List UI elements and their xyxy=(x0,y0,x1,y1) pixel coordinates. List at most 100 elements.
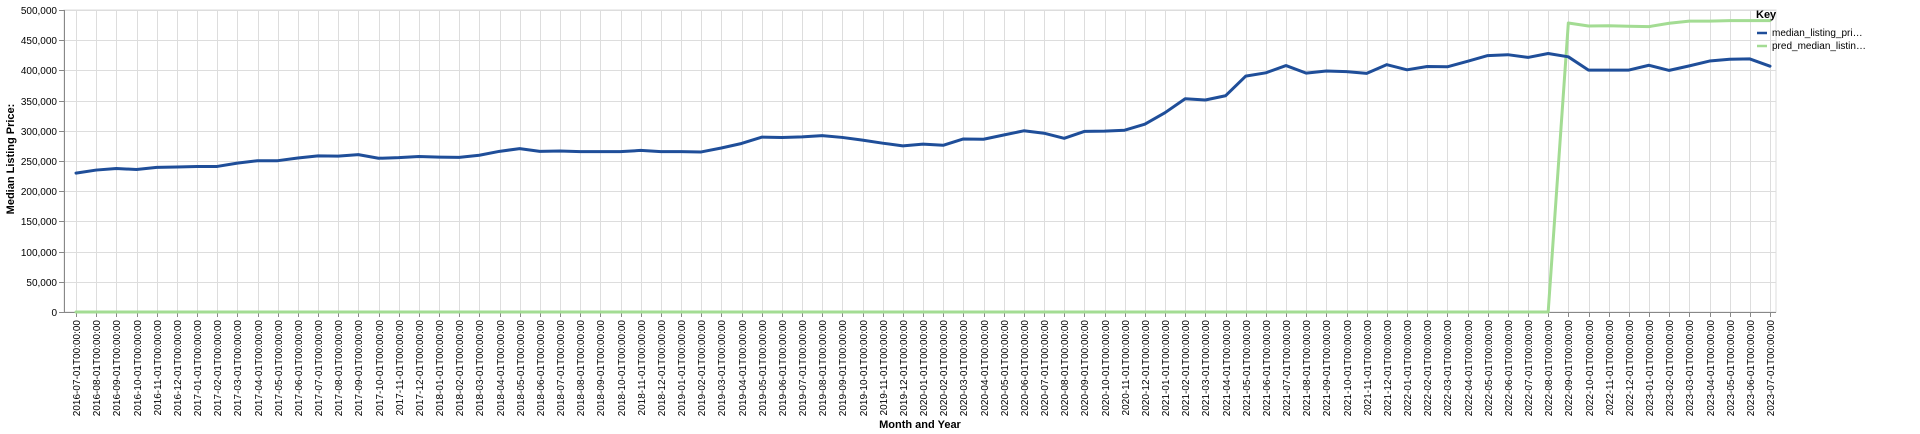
x-tick-label: 2020-08-01T00:00:00 xyxy=(1060,320,1071,417)
x-tick-label: 2019-08-01T00:00:00 xyxy=(818,320,829,417)
legend-label-median: median_listing_pri… xyxy=(1772,28,1863,39)
x-tick-label: 2017-06-01T00:00:00 xyxy=(294,320,305,417)
x-tick-label: 2020-04-01T00:00:00 xyxy=(980,320,991,417)
x-tick-label: 2021-02-01T00:00:00 xyxy=(1181,320,1192,417)
x-tick-label: 2022-11-01T00:00:00 xyxy=(1605,320,1616,416)
x-tick-label: 2020-06-01T00:00:00 xyxy=(1020,320,1031,417)
y-tick-label: 350,000 xyxy=(21,97,58,108)
x-tick-label: 2018-10-01T00:00:00 xyxy=(617,320,628,417)
x-tick-label: 2021-07-01T00:00:00 xyxy=(1282,320,1293,417)
x-tick-label: 2022-05-01T00:00:00 xyxy=(1484,320,1495,417)
x-tick-label: 2018-06-01T00:00:00 xyxy=(536,320,547,417)
legend-item-pred: pred_median_listin… xyxy=(1757,41,1866,52)
x-tick-label: 2019-03-01T00:00:00 xyxy=(717,320,728,417)
x-tick-label: 2016-07-01T00:00:00 xyxy=(72,320,83,417)
x-tick-label: 2017-08-01T00:00:00 xyxy=(334,320,345,417)
x-tick-label: 2017-11-01T00:00:00 xyxy=(395,320,406,416)
x-tick-label: 2017-02-01T00:00:00 xyxy=(213,320,224,417)
legend-item-median: median_listing_pri… xyxy=(1757,28,1863,39)
x-tick-label: 2019-07-01T00:00:00 xyxy=(798,320,809,417)
x-tick-label: 2017-01-01T00:00:00 xyxy=(193,320,204,417)
x-tick-label: 2022-09-01T00:00:00 xyxy=(1564,320,1575,417)
x-axis: 2016-07-01T00:00:00 2016-08-01T00:00:00 20… xyxy=(64,312,1777,416)
x-tick-label: 2020-01-01T00:00:00 xyxy=(919,320,930,417)
x-tick-label: 2017-07-01T00:00:00 xyxy=(314,320,325,417)
x-tick-label: 2019-02-01T00:00:00 xyxy=(697,320,708,417)
legend-label-pred: pred_median_listin… xyxy=(1772,41,1866,52)
x-tick-label: 2022-02-01T00:00:00 xyxy=(1423,320,1434,417)
x-tick-label: 2019-10-01T00:00:00 xyxy=(859,320,870,417)
x-axis-title: Month and Year xyxy=(879,419,961,431)
x-tick-label: 2017-10-01T00:00:00 xyxy=(375,320,386,417)
y-tick-label: 50,000 xyxy=(26,278,57,289)
x-tick-label: 2017-05-01T00:00:00 xyxy=(274,320,285,417)
x-tick-label: 2018-07-01T00:00:00 xyxy=(556,320,567,417)
x-tick-label: 2021-12-01T00:00:00 xyxy=(1383,320,1394,417)
x-tick-label: 2022-08-01T00:00:00 xyxy=(1544,320,1555,417)
y-axis-title: Median Listing Price: xyxy=(5,104,17,215)
x-tick-label: 2021-05-01T00:00:00 xyxy=(1242,320,1253,417)
x-tick-label: 2023-02-01T00:00:00 xyxy=(1665,320,1676,417)
x-tick-label: 2016-08-01T00:00:00 xyxy=(92,320,103,417)
x-tick-label: 2016-09-01T00:00:00 xyxy=(112,320,123,417)
x-tick-label: 2021-09-01T00:00:00 xyxy=(1322,320,1333,417)
x-tick-label: 2018-11-01T00:00:00 xyxy=(637,320,648,416)
legend-title: Key xyxy=(1756,9,1777,21)
y-tick-label: 400,000 xyxy=(21,66,58,77)
y-tick-label: 300,000 xyxy=(21,127,58,138)
series-lines xyxy=(74,19,1772,314)
x-tick-label: 2021-06-01T00:00:00 xyxy=(1262,320,1273,417)
x-tick-label: 2020-09-01T00:00:00 xyxy=(1080,320,1091,417)
x-tick-label: 2019-05-01T00:00:00 xyxy=(758,320,769,417)
x-tick-label: 2018-12-01T00:00:00 xyxy=(657,320,668,417)
x-tick-label: 2017-12-01T00:00:00 xyxy=(415,320,426,417)
series-line-median xyxy=(74,51,1772,175)
y-tick-label: 0 xyxy=(51,308,57,319)
y-tick-label: 500,000 xyxy=(21,6,58,17)
x-tick-label: 2022-06-01T00:00:00 xyxy=(1504,320,1515,417)
x-tick-label: 2018-02-01T00:00:00 xyxy=(455,320,466,417)
x-tick-label: 2020-07-01T00:00:00 xyxy=(1040,320,1051,417)
x-tick-label: 2020-10-01T00:00:00 xyxy=(1101,320,1112,417)
x-tick-label: 2020-02-01T00:00:00 xyxy=(939,320,950,417)
y-axis: 0 50,000 100,000 150,000 200,000 250,000 300,0… xyxy=(21,6,65,319)
x-tick-label: 2016-12-01T00:00:00 xyxy=(173,320,184,417)
x-tick-label: 2021-01-01T00:00:00 xyxy=(1161,320,1172,417)
x-tick-label: 2022-04-01T00:00:00 xyxy=(1464,320,1475,417)
x-tick-label: 2019-12-01T00:00:00 xyxy=(899,320,910,417)
x-tick-label: 2023-07-01T00:00:00 xyxy=(1766,320,1777,417)
x-tick-label: 2019-04-01T00:00:00 xyxy=(738,320,749,417)
x-tick-label: 2022-10-01T00:00:00 xyxy=(1585,320,1596,417)
x-tick-label: 2019-11-01T00:00:00 xyxy=(879,320,890,416)
x-tick-label: 2023-05-01T00:00:00 xyxy=(1726,320,1737,417)
x-tick-label: 2018-08-01T00:00:00 xyxy=(576,320,587,417)
x-tick-label: 2017-04-01T00:00:00 xyxy=(254,320,265,417)
x-tick-label: 2023-03-01T00:00:00 xyxy=(1685,320,1696,417)
x-tick-label: 2023-04-01T00:00:00 xyxy=(1706,320,1717,417)
x-tick-label: 2022-01-01T00:00:00 xyxy=(1403,320,1414,417)
x-tick-label: 2021-10-01T00:00:00 xyxy=(1343,320,1354,417)
x-tick-label: 2017-03-01T00:00:00 xyxy=(233,320,244,417)
x-tick-label: 2021-03-01T00:00:00 xyxy=(1201,320,1212,417)
x-tick-label: 2018-05-01T00:00:00 xyxy=(516,320,527,417)
x-tick-label: 2017-09-01T00:00:00 xyxy=(354,320,365,417)
y-tick-label: 100,000 xyxy=(21,248,58,259)
x-tick-label: 2019-06-01T00:00:00 xyxy=(778,320,789,417)
x-tick-label: 2021-11-01T00:00:00 xyxy=(1363,320,1374,416)
x-tick-label: 2018-04-01T00:00:00 xyxy=(496,320,507,417)
x-tick-label: 2020-11-01T00:00:00 xyxy=(1121,320,1132,416)
x-tick-label: 2023-01-01T00:00:00 xyxy=(1645,320,1656,417)
x-tick-label: 2021-08-01T00:00:00 xyxy=(1302,320,1313,417)
y-tick-label: 450,000 xyxy=(21,36,58,47)
x-tick-label: 2023-06-01T00:00:00 xyxy=(1746,320,1757,417)
x-tick-label: 2019-09-01T00:00:00 xyxy=(838,320,849,417)
y-tick-label: 200,000 xyxy=(21,187,58,198)
x-tick-label: 2018-03-01T00:00:00 xyxy=(475,320,486,417)
x-tick-label: 2016-11-01T00:00:00 xyxy=(153,320,164,416)
x-tick-label: 2022-03-01T00:00:00 xyxy=(1443,320,1454,417)
x-tick-label: 2018-09-01T00:00:00 xyxy=(596,320,607,417)
x-tick-label: 2022-07-01T00:00:00 xyxy=(1524,320,1535,417)
x-tick-label: 2020-03-01T00:00:00 xyxy=(959,320,970,417)
x-tick-label: 2019-01-01T00:00:00 xyxy=(677,320,688,417)
